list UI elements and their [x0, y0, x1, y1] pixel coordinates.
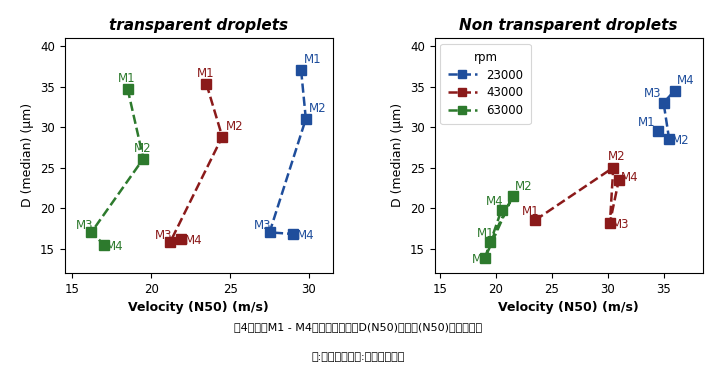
Text: M4: M4	[106, 240, 124, 253]
Text: M2: M2	[225, 120, 243, 133]
Text: M2: M2	[608, 150, 625, 163]
Text: M1: M1	[522, 205, 539, 218]
Text: M1: M1	[197, 67, 214, 80]
Text: M4: M4	[486, 195, 503, 208]
Text: M3: M3	[612, 218, 630, 231]
Text: M2: M2	[309, 102, 327, 115]
Text: M3: M3	[643, 87, 661, 100]
Text: M3: M3	[75, 219, 93, 232]
Legend: 23000, 43000, 63000: 23000, 43000, 63000	[440, 44, 531, 124]
Text: M1: M1	[304, 53, 322, 66]
Text: 图4，涂层M1 - M4在不同速度下的D(N50)与速度(N50)的相关性。: 图4，涂层M1 - M4在不同速度下的D(N50)与速度(N50)的相关性。	[234, 322, 483, 332]
Title: transparent droplets: transparent droplets	[109, 17, 288, 33]
Text: M1: M1	[118, 72, 136, 85]
Y-axis label: D (median) (µm): D (median) (µm)	[391, 103, 404, 207]
Text: M4: M4	[677, 74, 695, 86]
Text: M2: M2	[134, 142, 151, 155]
Text: M2: M2	[515, 180, 533, 193]
Text: M3: M3	[154, 229, 172, 242]
Text: M4: M4	[296, 229, 314, 242]
Text: 左:透明液滴，右:不透明液滴。: 左:透明液滴，右:不透明液滴。	[312, 352, 405, 362]
Text: M1: M1	[638, 116, 655, 128]
Text: M3: M3	[471, 254, 489, 266]
Text: M3: M3	[254, 219, 271, 232]
Text: M2: M2	[671, 134, 689, 147]
Y-axis label: D (median) (µm): D (median) (µm)	[22, 103, 34, 207]
Title: Non transparent droplets: Non transparent droplets	[460, 17, 678, 33]
Text: M1: M1	[477, 227, 495, 240]
Text: M4: M4	[621, 171, 639, 184]
Text: M4: M4	[184, 234, 202, 247]
X-axis label: Velocity (N50) (m/s): Velocity (N50) (m/s)	[128, 301, 269, 314]
X-axis label: Velocity (N50) (m/s): Velocity (N50) (m/s)	[498, 301, 639, 314]
